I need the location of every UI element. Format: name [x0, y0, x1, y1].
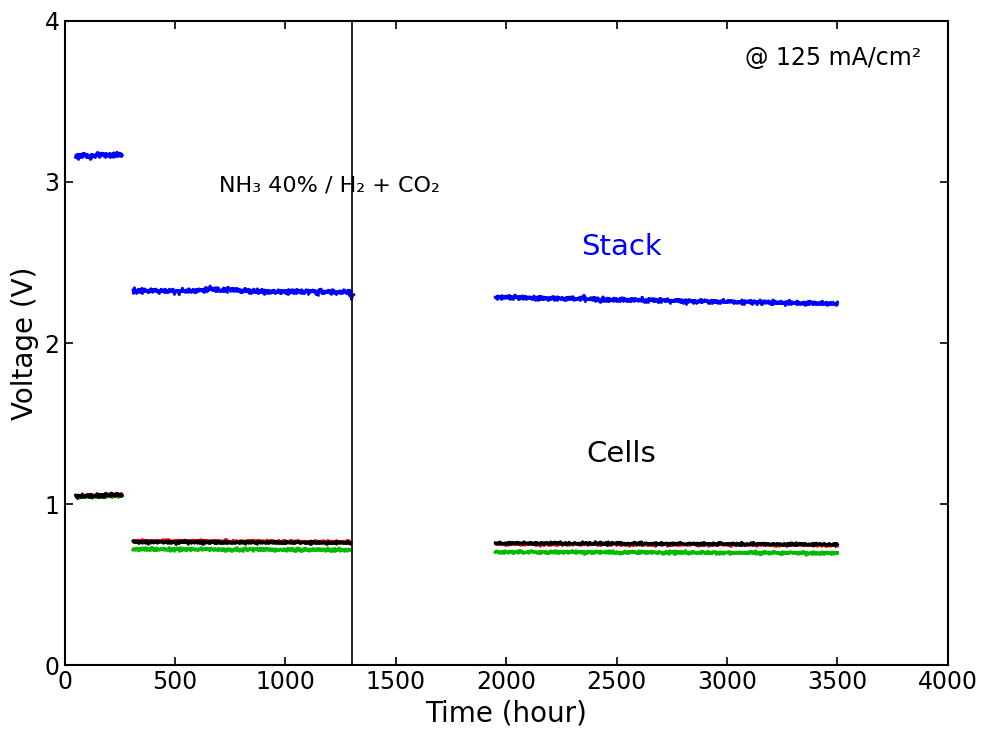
Y-axis label: Voltage (V): Voltage (V): [11, 266, 40, 420]
Text: @ 125 mA/cm²: @ 125 mA/cm²: [745, 47, 922, 70]
Text: NH₃ 40% / H₂ + CO₂: NH₃ 40% / H₂ + CO₂: [220, 175, 440, 195]
Text: Cells: Cells: [586, 440, 656, 468]
Text: Stack: Stack: [581, 234, 662, 262]
X-axis label: Time (hour): Time (hour): [425, 700, 587, 728]
